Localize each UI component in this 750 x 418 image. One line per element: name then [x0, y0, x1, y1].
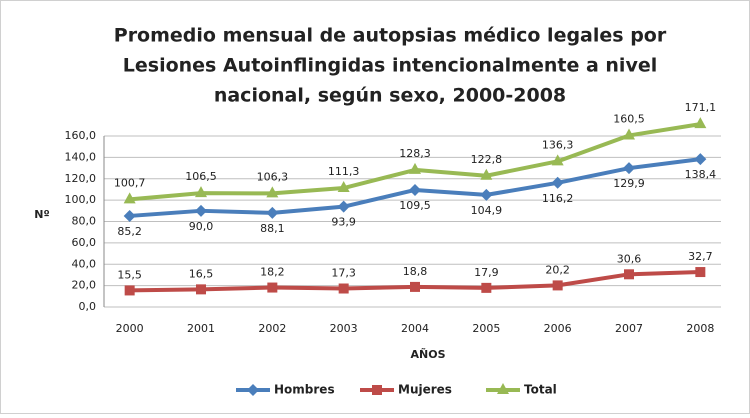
- legend-label: Mujeres: [398, 383, 452, 397]
- marker: [480, 188, 493, 201]
- data-label: 18,2: [260, 266, 285, 279]
- data-label: 100,7: [114, 176, 146, 189]
- marker: [124, 285, 135, 296]
- data-label: 160,5: [613, 112, 645, 125]
- marker: [410, 281, 420, 292]
- data-label: 15,5: [117, 268, 142, 281]
- marker: [623, 162, 635, 175]
- y-tick-label: 140,0: [65, 150, 97, 163]
- marker: [266, 206, 279, 219]
- data-label: 30,6: [617, 252, 642, 265]
- x-tick-label: 2000: [116, 322, 144, 335]
- x-tick-label: 2008: [686, 322, 714, 335]
- y-tick-label: 160,0: [65, 129, 97, 142]
- chart-title: Promedio mensual de autopsias médico leg…: [114, 25, 667, 47]
- marker: [624, 269, 634, 280]
- data-label: 16,5: [189, 267, 214, 280]
- marker: [481, 282, 492, 293]
- data-label: 171,1: [685, 101, 717, 114]
- data-label: 20,2: [545, 263, 570, 276]
- y-tick-label: 100,0: [65, 193, 97, 206]
- marker: [552, 280, 563, 291]
- x-tick-label: 2004: [401, 322, 429, 335]
- chart-title: Lesiones Autoinflingidas intencionalment…: [123, 55, 657, 77]
- data-label: 138,4: [685, 168, 717, 181]
- marker: [551, 176, 564, 189]
- marker: [195, 186, 207, 198]
- marker: [247, 384, 259, 396]
- x-tick-label: 2003: [330, 322, 358, 335]
- data-label: 17,9: [474, 266, 499, 279]
- x-tick-label: 2001: [187, 322, 215, 335]
- legend-label: Total: [524, 383, 557, 397]
- marker: [551, 154, 564, 166]
- marker: [123, 192, 136, 204]
- chart-title: nacional, según sexo, 2000-2008: [214, 85, 566, 107]
- marker: [195, 204, 207, 217]
- marker: [337, 200, 350, 213]
- legend-label: Hombres: [274, 383, 335, 397]
- y-tick-label: 0,0: [79, 300, 97, 313]
- x-tick-label: 2005: [472, 322, 500, 335]
- y-tick-label: 120,0: [65, 172, 97, 185]
- x-tick-label: 2006: [544, 322, 572, 335]
- y-tick-label: 60,0: [72, 236, 97, 249]
- data-label: 129,9: [613, 177, 645, 190]
- marker: [338, 283, 349, 294]
- y-tick-label: 40,0: [72, 257, 97, 270]
- data-label: 116,2: [542, 192, 574, 205]
- marker: [337, 181, 350, 193]
- marker: [123, 209, 136, 222]
- data-label: 32,7: [688, 250, 713, 263]
- x-tick-label: 2007: [615, 322, 643, 335]
- data-label: 104,9: [471, 204, 503, 217]
- data-label: 85,2: [117, 225, 142, 238]
- marker: [196, 284, 206, 295]
- marker: [409, 162, 421, 174]
- data-label: 88,1: [260, 222, 285, 235]
- marker: [372, 385, 382, 395]
- x-axis-label: AÑOS: [411, 348, 446, 361]
- marker: [409, 183, 421, 196]
- data-label: 18,8: [403, 265, 428, 278]
- data-label: 111,3: [328, 165, 360, 178]
- marker: [497, 383, 509, 394]
- data-label: 106,3: [257, 170, 289, 183]
- data-label: 109,5: [399, 199, 431, 212]
- y-tick-label: 20,0: [72, 279, 97, 292]
- marker: [480, 168, 493, 180]
- y-axis-label: Nº: [34, 208, 49, 221]
- data-label: 93,9: [331, 216, 356, 229]
- data-label: 17,3: [331, 267, 356, 280]
- data-label: 128,3: [399, 147, 431, 160]
- marker: [694, 117, 707, 129]
- x-tick-label: 2002: [258, 322, 286, 335]
- data-label: 136,3: [542, 138, 574, 151]
- marker: [267, 282, 278, 293]
- data-label: 90,0: [189, 220, 214, 233]
- marker: [695, 267, 706, 278]
- marker: [266, 186, 279, 198]
- marker: [623, 128, 635, 140]
- data-label: 122,8: [471, 153, 503, 166]
- marker: [694, 153, 707, 166]
- y-tick-label: 80,0: [72, 215, 97, 228]
- data-label: 106,5: [185, 170, 217, 183]
